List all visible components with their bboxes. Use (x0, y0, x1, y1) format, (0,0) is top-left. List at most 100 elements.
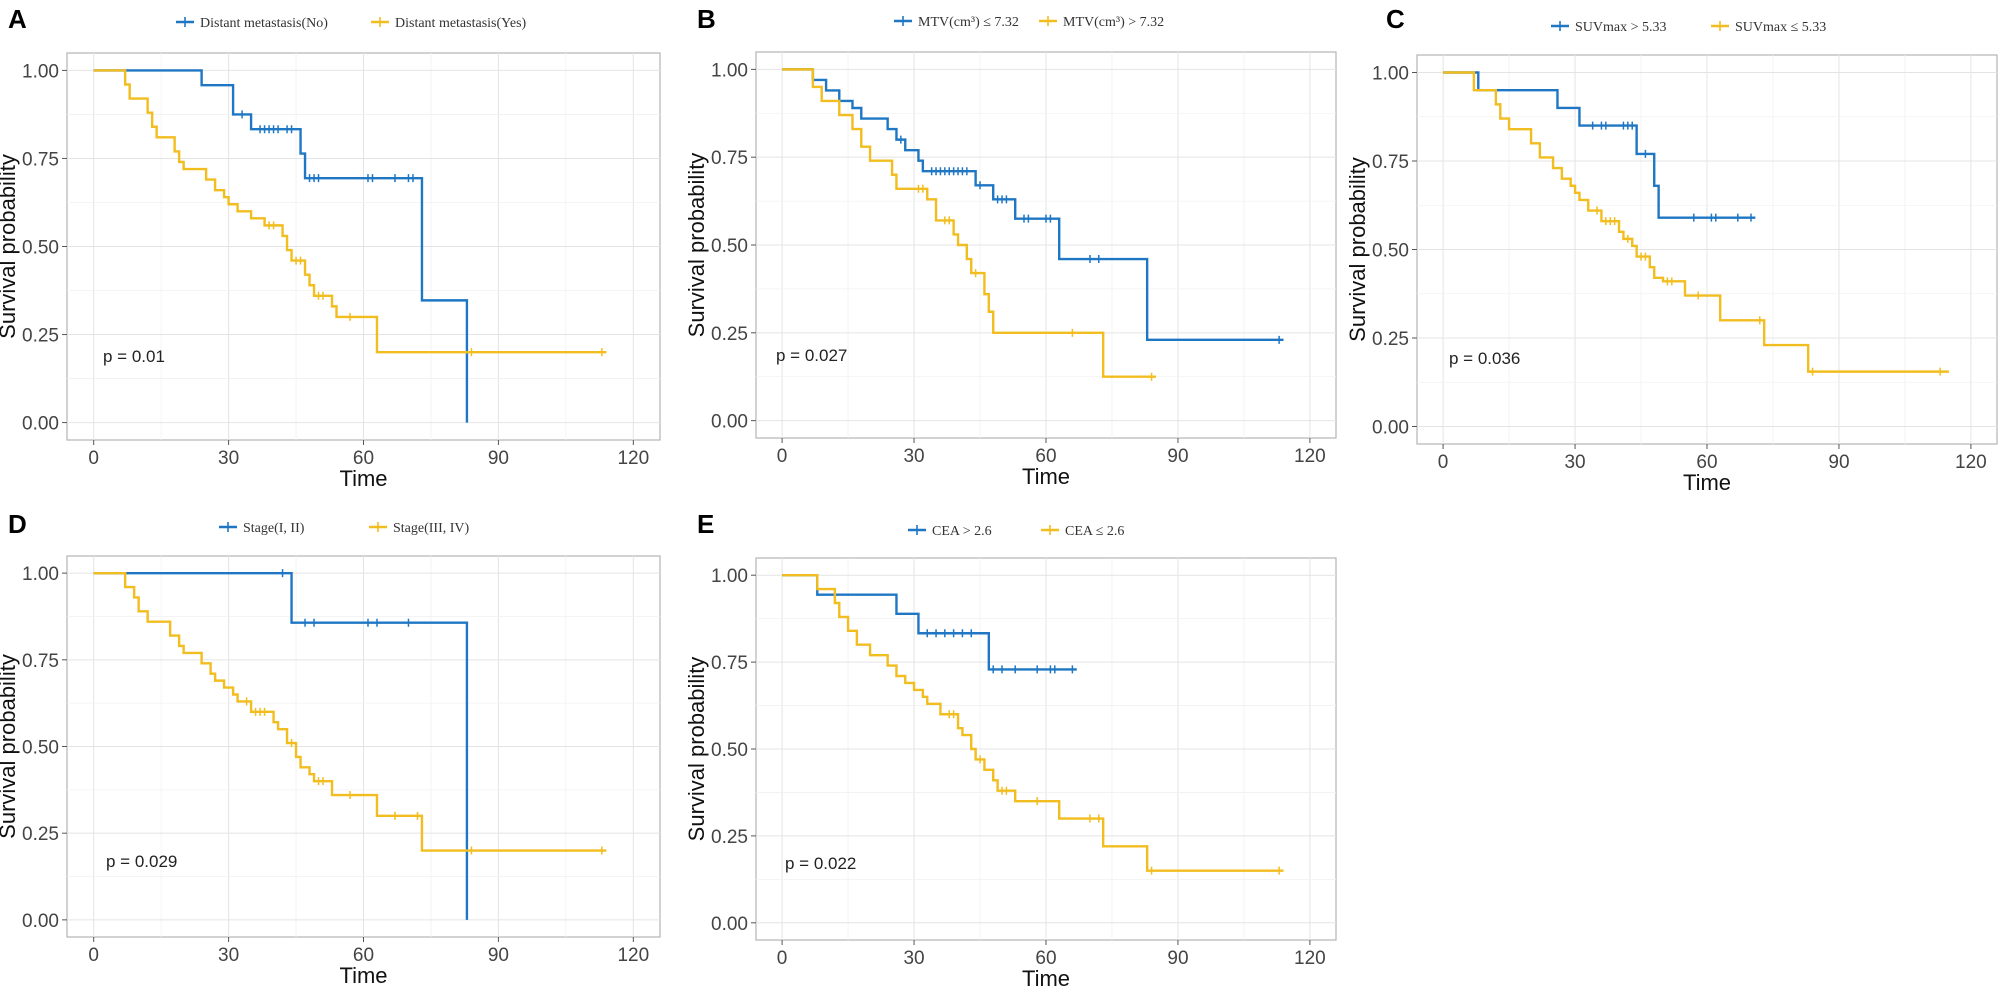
y-tick-label: 0.75 (22, 149, 59, 170)
censor-mark (260, 707, 269, 716)
x-tick-label: 120 (1955, 452, 1987, 473)
legend-label: Stage(I, II) (243, 521, 305, 536)
legend-label: Distant metastasis(Yes) (395, 16, 527, 31)
censor-mark (390, 811, 399, 820)
panel-letter: D (8, 509, 27, 539)
censor-mark (1601, 121, 1610, 130)
km-curve (93, 69, 607, 354)
censor-mark (1068, 665, 1077, 674)
km-panel-d: D 0 30 60 90 120 0.00 0.25 0.50 0.75 1.00 Time Survi… (0, 509, 661, 988)
x-tick-label: 90 (488, 448, 509, 469)
censor-mark (319, 291, 328, 300)
km-curve (93, 571, 469, 920)
km-panel-e: E 0 30 60 90 120 0.00 0.25 0.50 0.75 1.00 Time Survi… (684, 509, 1337, 991)
legend-label: CEA ≤ 2.6 (1065, 524, 1124, 539)
censor-mark (301, 618, 310, 627)
y-axis-title: Survival probability (684, 657, 709, 842)
censor-mark (949, 629, 958, 638)
panel-letter: B (697, 4, 716, 34)
y-tick-label: 0.50 (22, 238, 59, 259)
censor-mark (1936, 367, 1945, 376)
x-tick-label: 120 (1294, 948, 1326, 969)
legend-label: MTV(cm³) > 7.32 (1063, 15, 1164, 30)
y-tick-label: 0.50 (22, 738, 59, 759)
censor-mark (1094, 814, 1103, 823)
y-tick-label: 0.50 (1372, 241, 1409, 262)
panel-letter: C (1386, 4, 1405, 34)
x-tick-label: 30 (218, 448, 239, 469)
y-tick-label: 0.25 (711, 324, 748, 345)
censor-mark (296, 256, 305, 265)
x-tick-label: 90 (1167, 446, 1188, 467)
km-curve (782, 68, 1156, 378)
x-axis-title: Time (1022, 464, 1070, 489)
censor-mark (287, 125, 296, 134)
censor-mark (319, 777, 328, 786)
y-tick-label: 0.00 (22, 414, 59, 435)
x-axis-title: Time (339, 466, 387, 491)
x-axis-title: Time (1683, 470, 1731, 495)
y-tick-label: 0.25 (22, 326, 59, 347)
x-tick-label: 0 (777, 948, 788, 969)
censor-mark (971, 269, 980, 278)
x-axis-title: Time (1022, 966, 1070, 991)
p-value-label: p = 0.036 (1449, 349, 1520, 368)
censor-mark (962, 167, 971, 176)
censor-mark (1808, 367, 1817, 376)
censor-mark (1046, 214, 1055, 223)
x-tick-label: 60 (353, 448, 374, 469)
y-tick-label: 0.75 (711, 148, 748, 169)
censor-mark (1002, 195, 1011, 204)
y-tick-label: 1.00 (22, 564, 59, 585)
km-panel-a: A 0 30 60 90 120 0.00 0.25 0.50 0.75 1.00 Time Survi… (0, 4, 661, 491)
censor-mark (1588, 121, 1597, 130)
censor-mark (467, 348, 476, 357)
censor-mark (958, 629, 967, 638)
y-axis-title: Survival probability (684, 153, 709, 338)
censor-mark (467, 846, 476, 855)
censor-mark (368, 174, 377, 183)
censor-mark (976, 755, 985, 764)
censor-mark (1002, 786, 1011, 795)
censor-mark (923, 629, 932, 638)
panel-letter: A (8, 4, 27, 34)
censor-mark (1033, 797, 1042, 806)
y-tick-label: 0.75 (1372, 152, 1409, 173)
censor-mark (1147, 372, 1156, 381)
censor-mark (363, 618, 372, 627)
censor-mark (896, 135, 905, 144)
censor-mark (372, 618, 381, 627)
censor-mark (976, 181, 985, 190)
x-tick-label: 0 (777, 446, 788, 467)
censor-mark (1033, 665, 1042, 674)
y-tick-label: 1.00 (711, 60, 748, 81)
x-tick-label: 0 (88, 448, 99, 469)
censor-mark (1694, 291, 1703, 300)
y-tick-label: 0.25 (711, 827, 748, 848)
km-panel-b: B 0 30 60 90 120 0.00 0.25 0.50 0.75 1.00 Time Survi… (684, 4, 1337, 489)
y-axis-title: Survival probability (1345, 157, 1370, 342)
y-tick-label: 1.00 (22, 61, 59, 82)
censor-mark (346, 312, 355, 321)
censor-mark (998, 665, 1007, 674)
censor-mark (1024, 214, 1033, 223)
censor-mark (1641, 252, 1650, 261)
y-tick-label: 0.00 (711, 412, 748, 433)
censor-mark (1085, 255, 1094, 264)
y-tick-label: 0.50 (711, 236, 748, 257)
censor-mark (597, 348, 606, 357)
legend-label: Stage(III, IV) (393, 521, 470, 536)
x-tick-label: 60 (1035, 948, 1056, 969)
legend-label: CEA > 2.6 (932, 524, 992, 539)
y-tick-label: 0.50 (711, 740, 748, 761)
p-value-label: p = 0.022 (785, 854, 856, 873)
legend-label: MTV(cm³) ≤ 7.32 (918, 15, 1019, 30)
x-tick-label: 60 (353, 945, 374, 966)
km-curve (93, 571, 607, 852)
y-tick-label: 1.00 (1372, 64, 1409, 85)
y-axis-title: Survival probability (0, 154, 20, 339)
x-tick-label: 0 (88, 945, 99, 966)
censor-mark (1755, 316, 1764, 325)
censor-mark (1011, 665, 1020, 674)
censor-mark (597, 846, 606, 855)
